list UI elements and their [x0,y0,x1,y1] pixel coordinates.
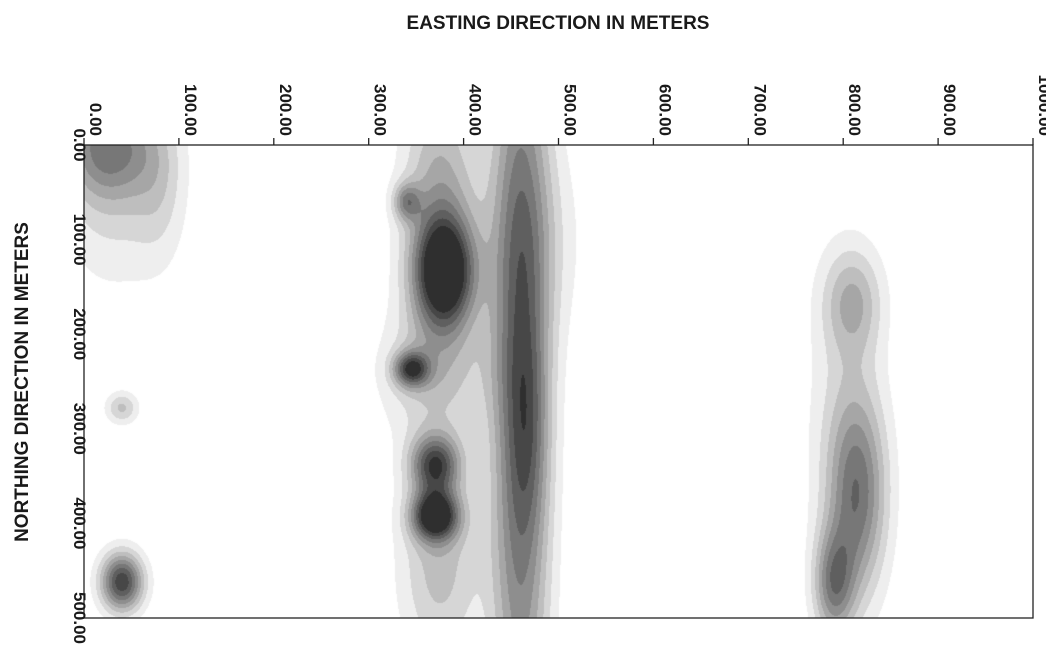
x-tick-label: 900.00 [940,84,959,136]
x-tick-label: 700.00 [750,84,769,136]
y-tick-label: 400.00 [70,497,89,549]
x-tick-label: 300.00 [371,84,390,136]
y-tick-label: 300.00 [70,403,89,455]
x-tick-label: 400.00 [466,84,485,136]
x-tick-label: 0.00 [86,103,105,136]
y-tick-label: 0.00 [70,128,89,161]
x-tick-label: 1000.00 [1035,75,1046,136]
axes-layer: 0.00 100.00 200.00 300.00 400.00 500.00 600.00… [70,75,1046,644]
y-tick-label: 100.00 [70,214,89,266]
x-axis-title: EASTING DIRECTION IN METERS [407,13,710,34]
y-axis-title: NORTHING DIRECTION IN METERS [12,222,33,542]
y-tick-label: 200.00 [70,308,89,360]
contour-layer [84,145,1033,618]
y-tick-label: 500.00 [70,592,89,644]
x-tick-label: 800.00 [845,84,864,136]
x-tick-label: 500.00 [561,84,580,136]
x-tick-label: 200.00 [276,84,295,136]
contour-fill-image [84,145,1033,618]
x-tick-label: 100.00 [181,84,200,136]
x-tick-label: 600.00 [655,84,674,136]
